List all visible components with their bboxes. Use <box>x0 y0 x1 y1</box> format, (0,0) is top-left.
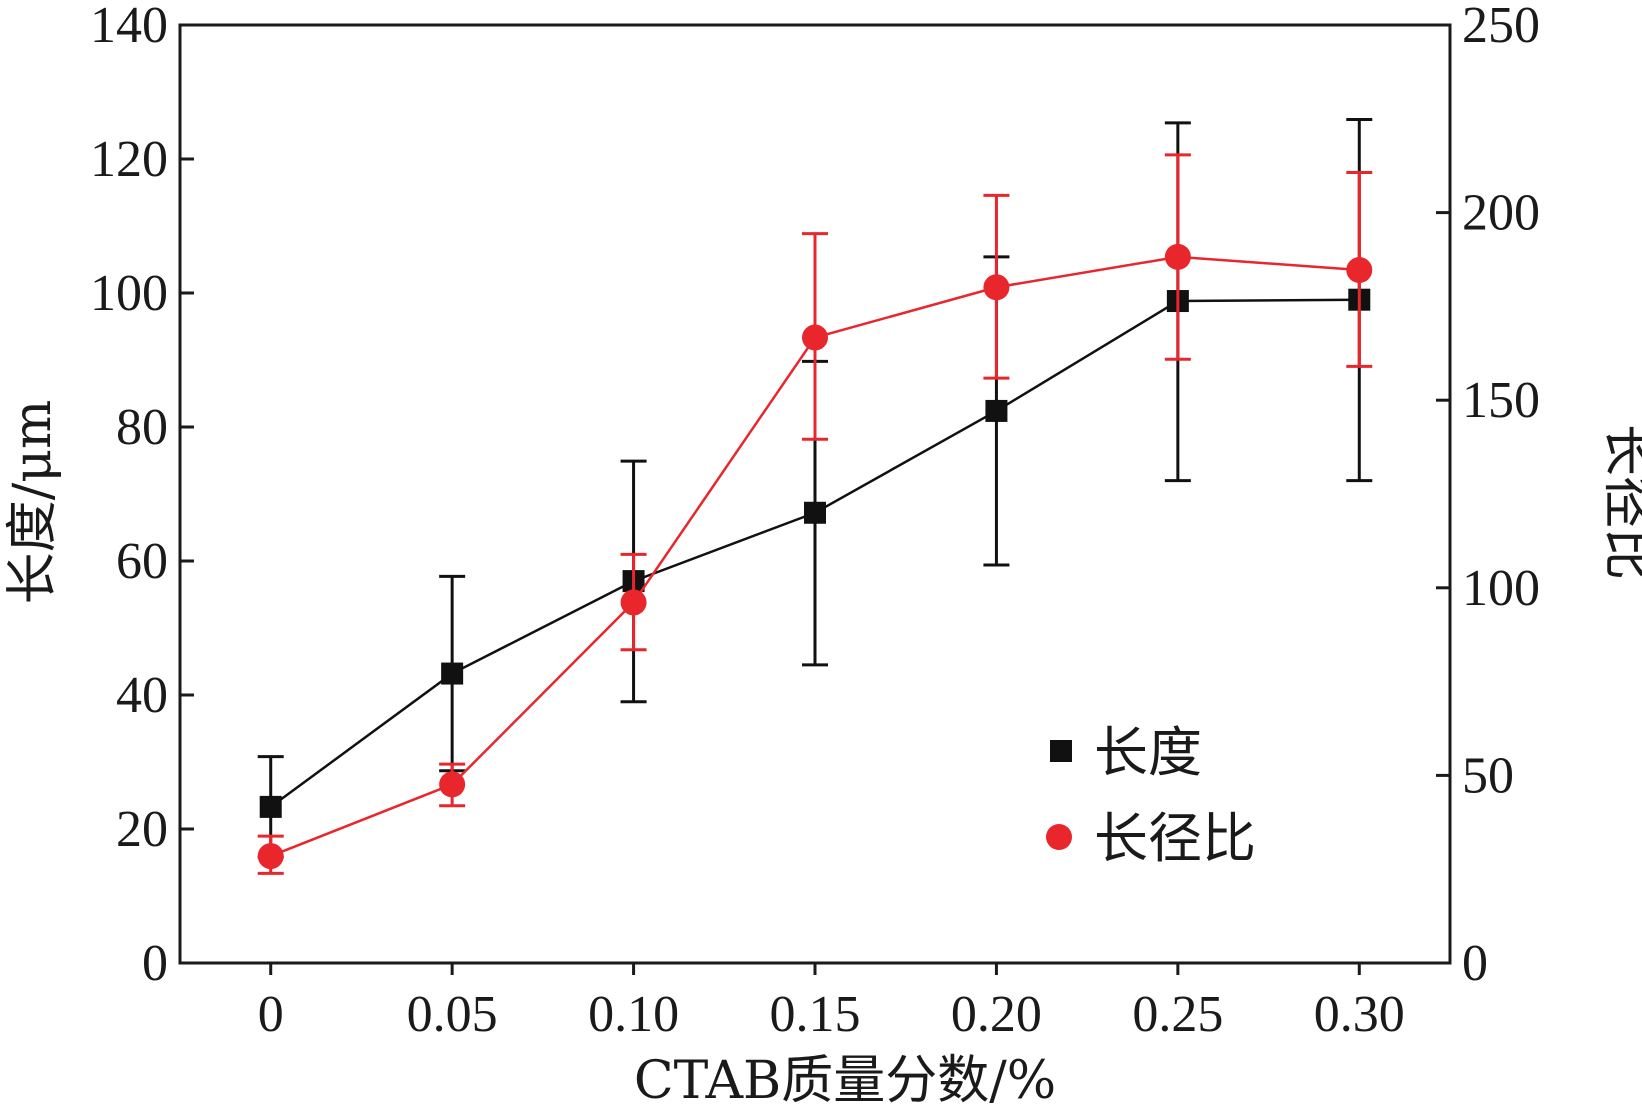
y-tick-label-left: 40 <box>116 667 168 724</box>
data-point <box>985 399 1008 422</box>
y-tick-label-right: 100 <box>1462 560 1540 617</box>
legend-marker-length <box>1050 740 1072 762</box>
data-point <box>1346 257 1373 284</box>
y-tick-label-right: 50 <box>1462 747 1514 804</box>
y-tick-label-left: 140 <box>90 0 168 54</box>
y-axis-title-right: 长径比 <box>1597 424 1642 580</box>
data-point <box>802 324 828 351</box>
series-1 <box>257 153 1373 875</box>
x-axis-title: CTAB质量分数/% <box>634 1051 1056 1111</box>
data-point <box>804 501 826 524</box>
y-tick-label-right: 150 <box>1462 372 1540 429</box>
legend-label-length: 长度 <box>1094 721 1202 784</box>
data-point <box>1164 243 1191 270</box>
x-tick-label: 0.20 <box>951 986 1042 1043</box>
x-tick-label: 0.15 <box>770 986 861 1043</box>
y-tick-label-left: 20 <box>116 801 168 858</box>
x-tick-label: 0.30 <box>1314 986 1405 1043</box>
data-point <box>983 274 1010 301</box>
data-point <box>439 771 466 798</box>
x-tick-label: 0.10 <box>588 986 679 1043</box>
series-layer <box>257 117 1373 875</box>
y-tick-label-left: 80 <box>116 399 168 456</box>
axes-layer: 0 0.05 0.10 0.15 0.20 0.25 0.30 0 20 40 60 80 100 120… <box>90 0 1540 1043</box>
x-tick-label: 0.25 <box>1132 986 1223 1043</box>
legend-label-aspect-ratio: 长径比 <box>1094 807 1256 870</box>
data-point <box>259 795 282 818</box>
data-point <box>441 662 464 685</box>
x-tick-label: 0.05 <box>407 986 498 1043</box>
y-axis-title-left: 长度/μm <box>3 400 63 605</box>
y-tick-label-left: 60 <box>116 533 168 590</box>
data-point <box>620 589 647 616</box>
y-tick-label-right: 250 <box>1462 0 1540 54</box>
legend: 长度 长径比 <box>1046 721 1256 870</box>
y-tick-label-left: 120 <box>90 131 168 188</box>
y-tick-label-left: 0 <box>142 935 168 992</box>
x-tick-label: 0 <box>258 986 284 1043</box>
data-point <box>257 843 284 870</box>
legend-marker-aspect-ratio <box>1046 824 1072 850</box>
y-tick-label-right: 200 <box>1462 185 1540 242</box>
y-tick-label-left: 100 <box>90 265 168 322</box>
y-tick-label-right: 0 <box>1462 935 1488 992</box>
